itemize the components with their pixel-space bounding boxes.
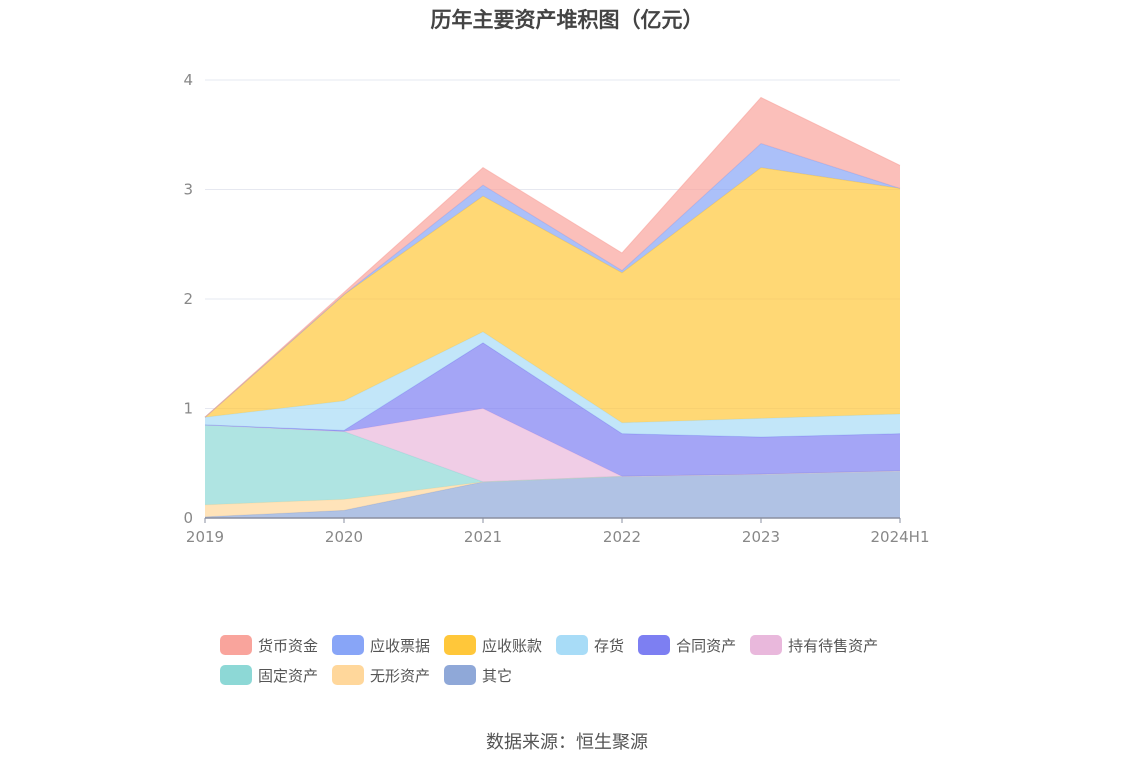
series-area-应收账款 — [205, 167, 900, 423]
legend-label: 固定资产 — [258, 666, 319, 685]
y-tick-label: 3 — [183, 181, 193, 199]
data-source: 数据来源：恒生聚源 — [486, 732, 648, 753]
x-tick-label: 2019 — [186, 528, 224, 546]
series-area-无形资产 — [205, 470, 900, 517]
x-tick-label: 2022 — [603, 528, 641, 546]
legend-swatch — [444, 635, 477, 655]
chart-title: 历年主要资产堆积图（亿元） — [430, 8, 704, 32]
legend-label: 无形资产 — [370, 666, 431, 685]
legend-swatch — [332, 665, 365, 685]
stacked-area-chart: 0 1 2 3 4 2019 2020 2021 2022 2023 2024H1 — [183, 71, 930, 546]
legend-label: 应收票据 — [370, 636, 431, 655]
chart-legend: 货币资金 应收票据 应收账款 存货 合同资产 持有待售资产 固定资产 无形资产 其它 — [220, 630, 940, 690]
legend-swatch — [638, 635, 671, 655]
legend-swatch — [444, 665, 477, 685]
y-tick-label: 1 — [183, 400, 193, 418]
series-line-货币资金 — [204, 96, 901, 418]
legend-item-应收账款[interactable]: 应收账款 — [444, 635, 542, 656]
y-tick-label: 4 — [183, 71, 193, 89]
series-area-持有待售资产 — [205, 408, 900, 482]
legend-swatch — [556, 635, 589, 655]
series-area-存货 — [205, 331, 900, 437]
x-tick-label: 2023 — [742, 528, 780, 546]
series-area-合同资产 — [205, 342, 900, 477]
x-tick-label: 2021 — [464, 528, 502, 546]
series-area-固定资产 — [205, 424, 900, 505]
legend-label: 存货 — [594, 636, 625, 655]
x-tick-label: 2024H1 — [871, 528, 930, 546]
legend-label: 货币资金 — [258, 636, 319, 655]
y-tick-label: 0 — [183, 509, 193, 527]
legend-item-应收票据[interactable]: 应收票据 — [332, 635, 430, 656]
legend-item-无形资产[interactable]: 无形资产 — [332, 665, 430, 686]
legend-swatch — [750, 635, 783, 655]
legend-item-存货[interactable]: 存货 — [556, 635, 624, 656]
legend-label: 应收账款 — [482, 636, 543, 655]
legend-swatch — [332, 635, 365, 655]
legend-item-固定资产[interactable]: 固定资产 — [220, 665, 318, 686]
legend-label: 其它 — [482, 666, 513, 685]
legend-swatch — [220, 665, 252, 685]
legend-item-合同资产[interactable]: 合同资产 — [638, 635, 736, 656]
legend-item-持有待售资产[interactable]: 持有待售资产 — [750, 635, 878, 656]
series-area-应收票据 — [205, 143, 900, 418]
x-tick-label: 2020 — [325, 528, 363, 546]
legend-label: 合同资产 — [676, 636, 737, 655]
series-area-其它 — [205, 470, 900, 518]
legend-item-货币资金[interactable]: 货币资金 — [220, 635, 318, 656]
y-tick-label: 2 — [183, 290, 193, 308]
legend-item-其它[interactable]: 其它 — [444, 665, 512, 686]
legend-swatch — [220, 635, 252, 655]
legend-label: 持有待售资产 — [788, 636, 879, 655]
